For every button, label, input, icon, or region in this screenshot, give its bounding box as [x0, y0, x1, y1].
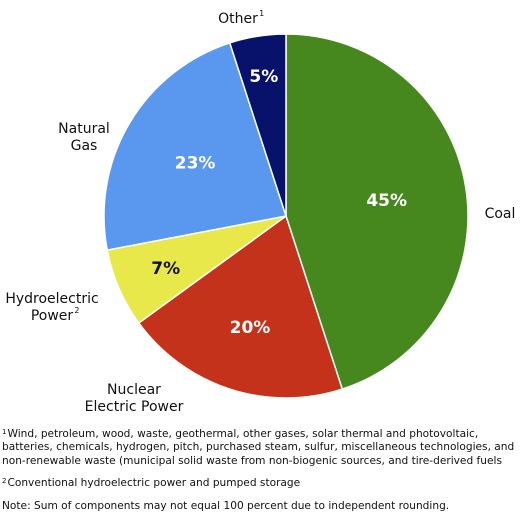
category-label-line-nuclear-electric-power: Nuclear: [107, 382, 161, 398]
footnote-2-marker: 2: [2, 477, 7, 486]
pie-slice-other: [228, 33, 287, 217]
pie-value-label-other: 5%: [249, 67, 278, 87]
pie-value-label-natural-gas: 23%: [175, 153, 216, 173]
category-label-line-nuclear-electric-power: Electric Power: [85, 399, 184, 415]
footnotes: 1Wind, petroleum, wood, waste, geotherma…: [2, 428, 526, 513]
footnote-marker-other: 1: [259, 9, 264, 18]
category-label-line-coal: Coal: [485, 206, 516, 222]
pie-slice-nuclear-electric-power: [137, 214, 344, 399]
category-label-line-hydroelectric-power: Power: [31, 308, 74, 324]
category-label-line-other: Other: [218, 11, 258, 27]
pie-chart: 45% 20% 7% 23% 5% Coal Nuclear Electric Power Hy…: [5, 9, 516, 415]
category-label-line-natural-gas: Gas: [71, 138, 98, 154]
pie-slice-natural-gas: [103, 41, 287, 251]
pie-slice-coal: [285, 33, 469, 391]
footnote-1-marker: 1: [2, 428, 7, 436]
footnote-2: 2Conventional hydroelectric power and pu…: [2, 477, 526, 490]
footnote-1-text: Wind, petroleum, wood, waste, geothermal…: [2, 428, 515, 467]
category-label-line-hydroelectric-power: Hydroelectric: [5, 291, 98, 307]
rounding-note: Note: Sum of components may not equal 10…: [2, 499, 450, 512]
footnote-1: 1Wind, petroleum, wood, waste, geotherma…: [2, 428, 526, 468]
pie-value-label-nuclear-electric-power: 20%: [230, 318, 271, 338]
pie-value-label-coal: 45%: [366, 191, 407, 211]
footnote-2-text: Conventional hydroelectric power and pum…: [7, 477, 301, 490]
footnote-marker-hydroelectric-power: 2: [74, 306, 79, 315]
category-label-coal: Coal: [485, 206, 516, 222]
category-label-line-natural-gas: Natural: [58, 121, 110, 137]
pie-value-label-hydroelectric-power: 7%: [151, 259, 180, 279]
category-label-other: Other 1: [218, 9, 264, 27]
